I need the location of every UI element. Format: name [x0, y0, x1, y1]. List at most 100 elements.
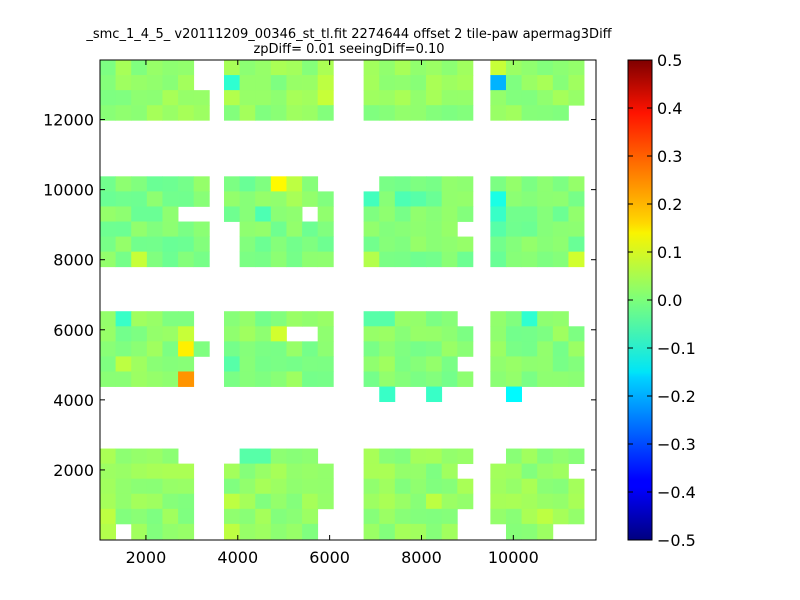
heatmap-cell	[100, 90, 117, 106]
heatmap-cell	[521, 478, 538, 495]
heatmap-cell	[537, 493, 554, 510]
heatmap-cell	[146, 191, 163, 207]
heatmap-cell	[255, 448, 272, 465]
heatmap-cell	[115, 448, 132, 465]
heatmap-cell	[286, 75, 303, 91]
heatmap-cell	[521, 341, 538, 357]
heatmap-cell	[410, 311, 427, 327]
heatmap-cell	[552, 75, 569, 91]
heatmap-cell	[426, 311, 443, 327]
heatmap-cell	[178, 478, 195, 495]
colorbar-tick-label: −0.5	[657, 531, 696, 550]
heatmap-cell	[178, 523, 195, 540]
heatmap-cell	[568, 206, 585, 222]
heatmap-cell	[490, 75, 507, 91]
heatmap-cell	[441, 356, 458, 372]
heatmap-cell	[131, 206, 148, 222]
heatmap-cell	[115, 251, 132, 268]
heatmap-cell	[286, 356, 303, 372]
heatmap-cell	[302, 176, 319, 192]
heatmap-cell	[410, 326, 427, 342]
heatmap-cell	[239, 311, 256, 327]
colorbar-tick-label: −0.2	[657, 387, 696, 406]
heatmap-cell	[317, 206, 334, 222]
heatmap-cell	[505, 478, 522, 495]
heatmap-cell	[224, 478, 241, 495]
heatmap-cell	[490, 251, 507, 268]
heatmap-cell	[410, 356, 427, 372]
heatmap-cell	[521, 191, 538, 207]
heatmap-cell	[490, 508, 507, 525]
heatmap-cell	[426, 463, 443, 480]
heatmap-cell	[394, 206, 411, 222]
heatmap-cell	[457, 371, 474, 387]
heatmap-cell	[317, 221, 334, 237]
heatmap-cell	[224, 206, 241, 222]
heatmap-cell	[552, 176, 569, 192]
heatmap-cell	[162, 206, 179, 222]
heatmap-cell	[457, 206, 474, 222]
heatmap-cell	[552, 311, 569, 327]
heatmap-cell	[363, 478, 380, 495]
heatmap-cell	[302, 90, 319, 106]
heatmap-cell	[537, 478, 554, 495]
heatmap-cell	[379, 60, 396, 76]
heatmap-cell	[490, 463, 507, 480]
heatmap-cell	[410, 448, 427, 465]
y-tick-label: 12000	[43, 111, 94, 130]
heatmap-cell	[239, 463, 256, 480]
heatmap-cell	[568, 326, 585, 342]
chart-title: _smc_1_4_5_ v20111209_00346_st_tl.fit 22…	[85, 27, 612, 42]
heatmap-cell	[410, 478, 427, 495]
heatmap-cell	[146, 523, 163, 540]
heatmap-cell	[379, 463, 396, 480]
heatmap-cell	[410, 206, 427, 222]
heatmap-cell	[178, 191, 195, 207]
heatmap-cell	[363, 463, 380, 480]
colorbar-ticks: 0.5 0.4 0.3 0.2 0.1 0.0 −0.1 −0.2 −0.3 −0.4 −0.5	[628, 51, 696, 550]
heatmap-cell	[162, 448, 179, 465]
heatmap-cell	[410, 191, 427, 207]
heatmap-cell	[270, 448, 287, 465]
heatmap-cell	[239, 60, 256, 76]
heatmap-cell	[379, 356, 396, 372]
heatmap-cell	[394, 60, 411, 76]
heatmap-cell	[131, 493, 148, 510]
heatmap-cell	[490, 236, 507, 253]
heatmap-cell	[162, 508, 179, 525]
heatmap-cell	[505, 386, 522, 403]
heatmap-cell	[505, 75, 522, 91]
colorbar-tick-label: 0.1	[657, 243, 682, 262]
heatmap-cell	[224, 493, 241, 510]
heatmap-cell	[193, 176, 210, 192]
heatmap-cell	[568, 478, 585, 495]
heatmap-cell	[100, 176, 117, 192]
heatmap-cell	[255, 341, 272, 357]
heatmap-cell	[302, 191, 319, 207]
heatmap-cell	[363, 311, 380, 327]
heatmap-cell	[490, 221, 507, 237]
heatmap-cell	[115, 191, 132, 207]
heatmap-cell	[394, 191, 411, 207]
heatmap-cell	[490, 90, 507, 106]
heatmap-cell	[193, 90, 210, 106]
heatmap-cell	[537, 90, 554, 106]
heatmap-cell	[224, 341, 241, 357]
heatmap-cell	[239, 493, 256, 510]
heatmap-cell	[239, 176, 256, 192]
heatmap-cell	[457, 236, 474, 253]
heatmap-cell	[490, 176, 507, 192]
heatmap-cell	[441, 493, 458, 510]
heatmap-cell	[490, 206, 507, 222]
heatmap-cell	[363, 326, 380, 342]
heatmap-cell	[379, 176, 396, 192]
heatmap-cell	[505, 221, 522, 237]
heatmap-cell	[394, 356, 411, 372]
heatmap-cell	[410, 90, 427, 106]
heatmap-cell	[441, 326, 458, 342]
colorbar-tick-label: 0.3	[657, 147, 682, 166]
heatmap-cell	[302, 75, 319, 91]
heatmap-cell	[162, 105, 179, 121]
x-axis: 2000 4000 6000 8000 10000	[126, 60, 539, 567]
